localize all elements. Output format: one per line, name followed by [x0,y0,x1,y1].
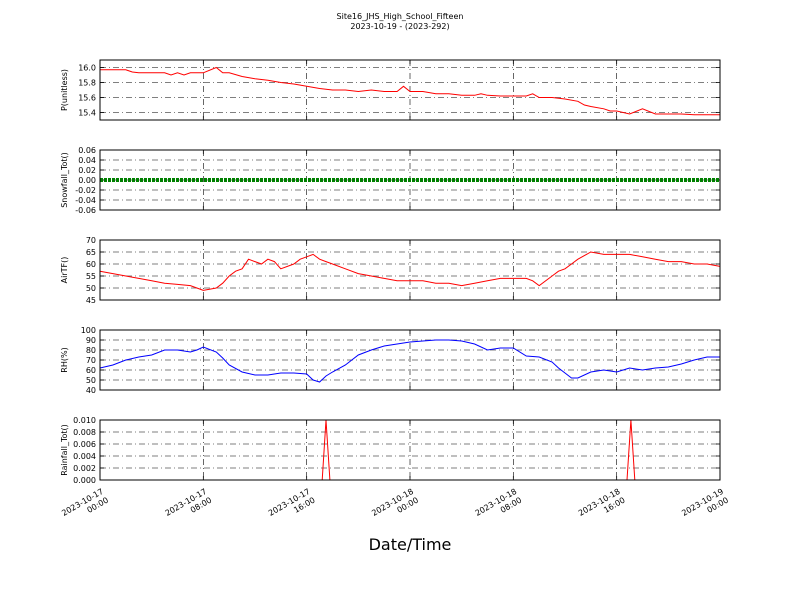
panel-pressure: 15.4 15.6 15.8 16.0 P(unitless) [60,59,721,121]
y-tick-label: 0.000 [73,476,96,485]
y-axis-label: AirTF() [60,257,69,284]
plot-frame [99,59,721,121]
y-axis-label: Snowfall_Tot() [60,152,69,208]
y-tick-label: 45 [86,296,96,305]
y-tick-label: 70 [86,356,96,365]
y-tick-label: 40 [86,386,96,395]
y-tick-label: -0.02 [75,186,96,195]
y-tick-label: 0.02 [78,166,96,175]
y-tick-label: 100 [81,326,96,335]
y-tick-label: 0.00 [78,176,96,185]
y-tick-label: 0.002 [73,464,96,473]
y-axis-label: Rainfall_Tot() [60,424,69,476]
y-tick-label: 60 [86,260,96,269]
y-tick-label: 0.008 [73,428,96,437]
y-tick-label: -0.06 [75,206,96,215]
plot-frame [99,149,721,211]
y-tick-label: 0.04 [78,156,96,165]
chart-title: Site16_JHS_High_School_Fifteen [337,12,464,21]
y-tick-label: 70 [86,236,96,245]
plot-frame [99,239,721,301]
y-tick-label: 50 [86,284,96,293]
y-tick-label: 60 [86,366,96,375]
y-tick-label: 16.0 [78,64,96,73]
y-tick-label: 0.006 [73,440,96,449]
plot-frame [99,419,721,481]
y-tick-label: 65 [86,248,96,257]
y-axis-label: P(unitless) [60,69,69,111]
panel-air-temp: 45 50 55 60 65 70 AirTF() [60,236,721,305]
series-line-air-temp [99,251,721,291]
y-tick-label: 55 [86,272,96,281]
y-axis-label: RH(%) [60,347,69,372]
series-line-pressure [100,66,720,116]
y-tick-label: 15.8 [78,79,96,88]
panel-snowfall: -0.06-0.04-0.020.000.020.040.06 Snowfall_… [60,146,721,215]
y-tick-label: 80 [86,346,96,355]
y-tick-label: 0.010 [73,416,96,425]
x-axis-label: Date/Time [369,535,452,554]
chart-subtitle: 2023-10-19 - (2023-292) [350,22,449,31]
y-tick-label: 0.004 [73,452,96,461]
y-tick-label: 0.06 [78,146,96,155]
panel-rainfall: 0.000 0.002 0.004 0.006 0.008 0.010 Rainfall_T… [60,416,721,485]
y-tick-label: 50 [86,376,96,385]
y-tick-label: -0.04 [75,196,96,205]
plot-frame [99,329,721,391]
y-tick-label: 15.4 [78,109,96,118]
y-tick-label: 15.6 [78,94,96,103]
series-line-rh [99,339,720,383]
y-tick-label: 90 [86,336,96,345]
